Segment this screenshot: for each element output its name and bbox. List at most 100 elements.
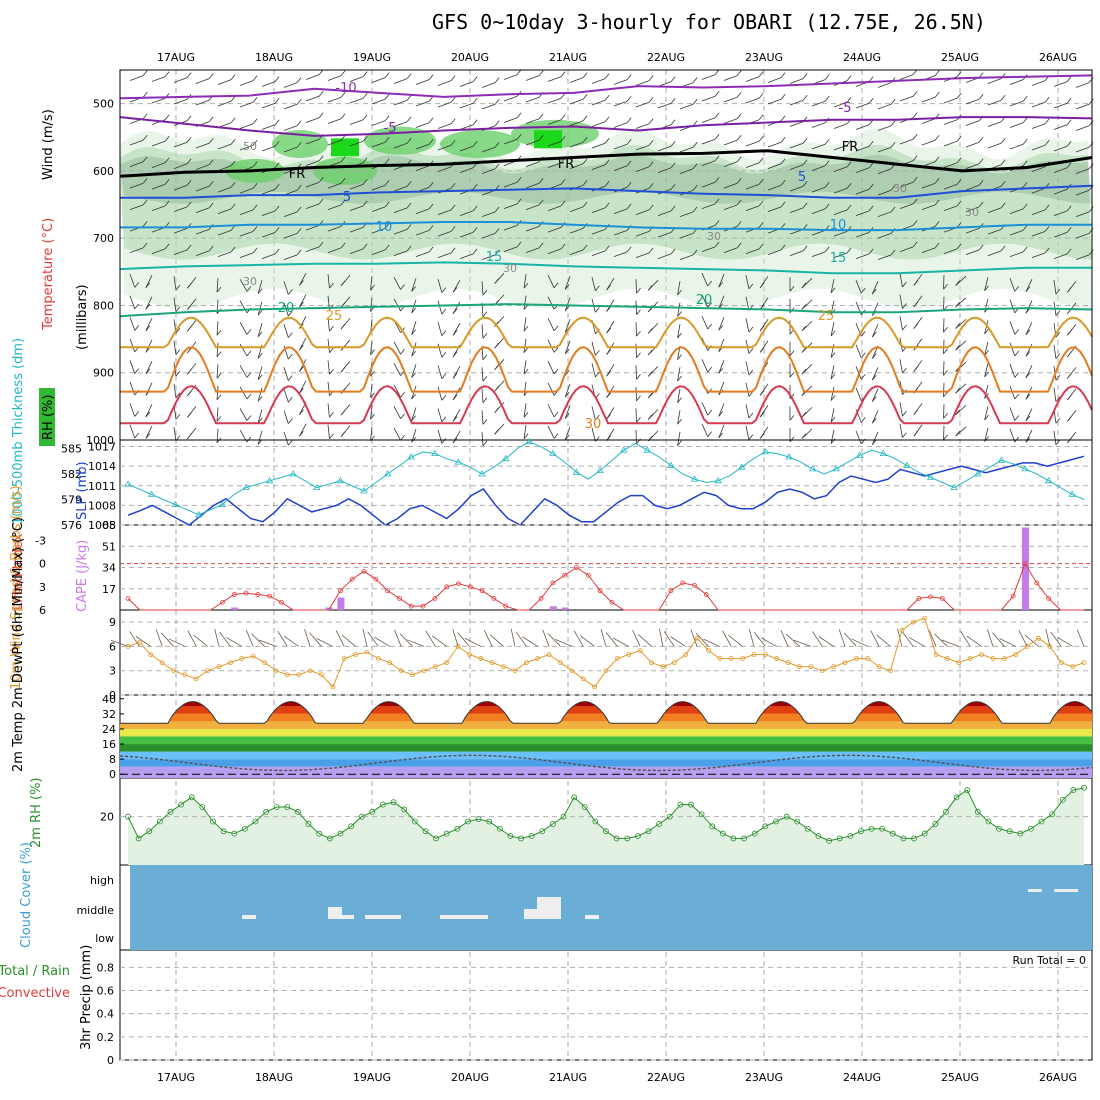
wind-point xyxy=(569,668,575,674)
wind-barb xyxy=(503,138,518,145)
wind-barb-flag xyxy=(978,244,984,251)
wind-barb xyxy=(984,363,989,377)
wind-barb-flag xyxy=(246,372,252,378)
wind-barb-flag xyxy=(452,437,458,444)
li-ylabel: Lifted Index xyxy=(11,533,26,610)
wind-barb-10m xyxy=(966,635,982,647)
li-point xyxy=(597,588,603,594)
wind-barb xyxy=(613,208,628,214)
wind-barb-flag xyxy=(494,141,500,148)
temp-tick-label: 32 xyxy=(102,708,116,721)
x-tick-label-top: 20AUG xyxy=(451,51,489,64)
wind-barb-flag xyxy=(758,243,764,250)
wind-point xyxy=(956,660,962,666)
wind-barb-flag xyxy=(411,329,416,335)
wind-barb-flag xyxy=(1067,351,1072,358)
wind-barb xyxy=(1075,211,1090,217)
wind-barb-flag xyxy=(1066,140,1072,147)
wind-barb-flag xyxy=(802,202,808,209)
wind-barb-flag xyxy=(230,74,236,80)
wind-barb-10m xyxy=(515,631,527,647)
wind-barb-flag xyxy=(890,185,896,191)
wind-barb xyxy=(833,101,848,108)
wind-barb-10m xyxy=(928,629,937,647)
wind-barb xyxy=(1009,208,1024,214)
wind-barb-10m xyxy=(522,636,538,647)
wind-barb-flag xyxy=(955,301,960,308)
wind-barb xyxy=(503,181,518,188)
wind-barb-flag xyxy=(134,368,140,374)
wind-barb-flag xyxy=(582,158,588,165)
wind-barb-flag xyxy=(450,226,456,232)
wind-barb xyxy=(437,166,452,172)
wind-point xyxy=(671,660,677,666)
rh2m-ylabel: 2m RH (%) xyxy=(29,777,44,848)
slp-tick-label: 1014 xyxy=(88,460,116,473)
li-point xyxy=(467,584,473,590)
wind-barb xyxy=(283,388,289,403)
wind-barb xyxy=(677,302,681,317)
wind-barb xyxy=(569,98,584,105)
wind-barb-flag xyxy=(1055,374,1061,381)
wind-barb-flag xyxy=(142,199,148,206)
wind-barb xyxy=(415,165,430,171)
wind-barb xyxy=(767,77,782,83)
wind-ylabel: 10m Wind Speed & Barbs (m/s) xyxy=(9,485,24,690)
wind-barb-flag xyxy=(274,184,280,190)
wind-barb xyxy=(547,425,555,439)
wind-point xyxy=(558,660,563,666)
wind-barb-flag xyxy=(362,114,368,120)
wind-barb-flag xyxy=(582,201,588,208)
wind-barb-flag xyxy=(714,155,720,162)
wind-barb-flag xyxy=(595,350,600,356)
panel-frame-wind xyxy=(119,609,1093,696)
wind-barb xyxy=(481,410,484,425)
wind-barb xyxy=(723,182,738,189)
wind-barb-flag xyxy=(934,199,940,206)
wind-barb xyxy=(129,182,144,189)
wind-barb xyxy=(855,188,870,195)
wind-barb xyxy=(195,164,210,170)
wind-barb-flag xyxy=(1025,351,1031,357)
wind-barb xyxy=(216,364,219,379)
wind-barb xyxy=(393,406,401,419)
wind-barb xyxy=(283,103,298,110)
wind-barb-flag xyxy=(714,90,720,97)
wind-barb-flag xyxy=(582,115,588,121)
wind-barb xyxy=(547,404,555,418)
wind-barb xyxy=(701,95,716,102)
wind-barb-flag xyxy=(1044,139,1050,146)
isotherm-label: 10 xyxy=(830,218,847,233)
wind-barb xyxy=(657,167,672,173)
wind-barb xyxy=(217,79,232,85)
wind-barb-flag xyxy=(452,351,458,358)
wind-barb-flag xyxy=(1055,310,1061,316)
wind-barb xyxy=(261,210,276,216)
wind-barb-10m xyxy=(464,637,481,647)
isotherm-label: 15 xyxy=(830,251,847,266)
wind-barb-flag xyxy=(846,161,852,168)
wind-barb-flag xyxy=(1000,159,1006,166)
wind-barb xyxy=(987,228,1002,235)
wind-barb xyxy=(855,124,870,130)
wind-barb xyxy=(789,185,804,192)
wind-barb xyxy=(877,125,892,131)
wind-barb-flag xyxy=(208,137,214,144)
wind-barb-flag xyxy=(714,133,720,140)
rh-label: 30 xyxy=(503,262,517,275)
wind-point xyxy=(614,656,620,661)
wind-barb xyxy=(173,184,188,191)
wind-barb-10m xyxy=(632,629,641,647)
wind-barb-flag xyxy=(230,246,236,253)
wind-barb xyxy=(1075,82,1090,88)
wind-barb xyxy=(173,163,188,169)
wind-barb xyxy=(327,118,342,124)
wind-barb-flag xyxy=(606,413,611,420)
wind-barb-flag xyxy=(274,140,280,147)
wind-barb-flag xyxy=(1088,120,1094,126)
wind-barb-flag xyxy=(871,374,877,381)
wind-barb xyxy=(523,274,527,289)
wind-barb-flag xyxy=(145,304,151,310)
wind-barb-10m xyxy=(431,635,447,647)
wind-barb-flag xyxy=(450,204,456,211)
